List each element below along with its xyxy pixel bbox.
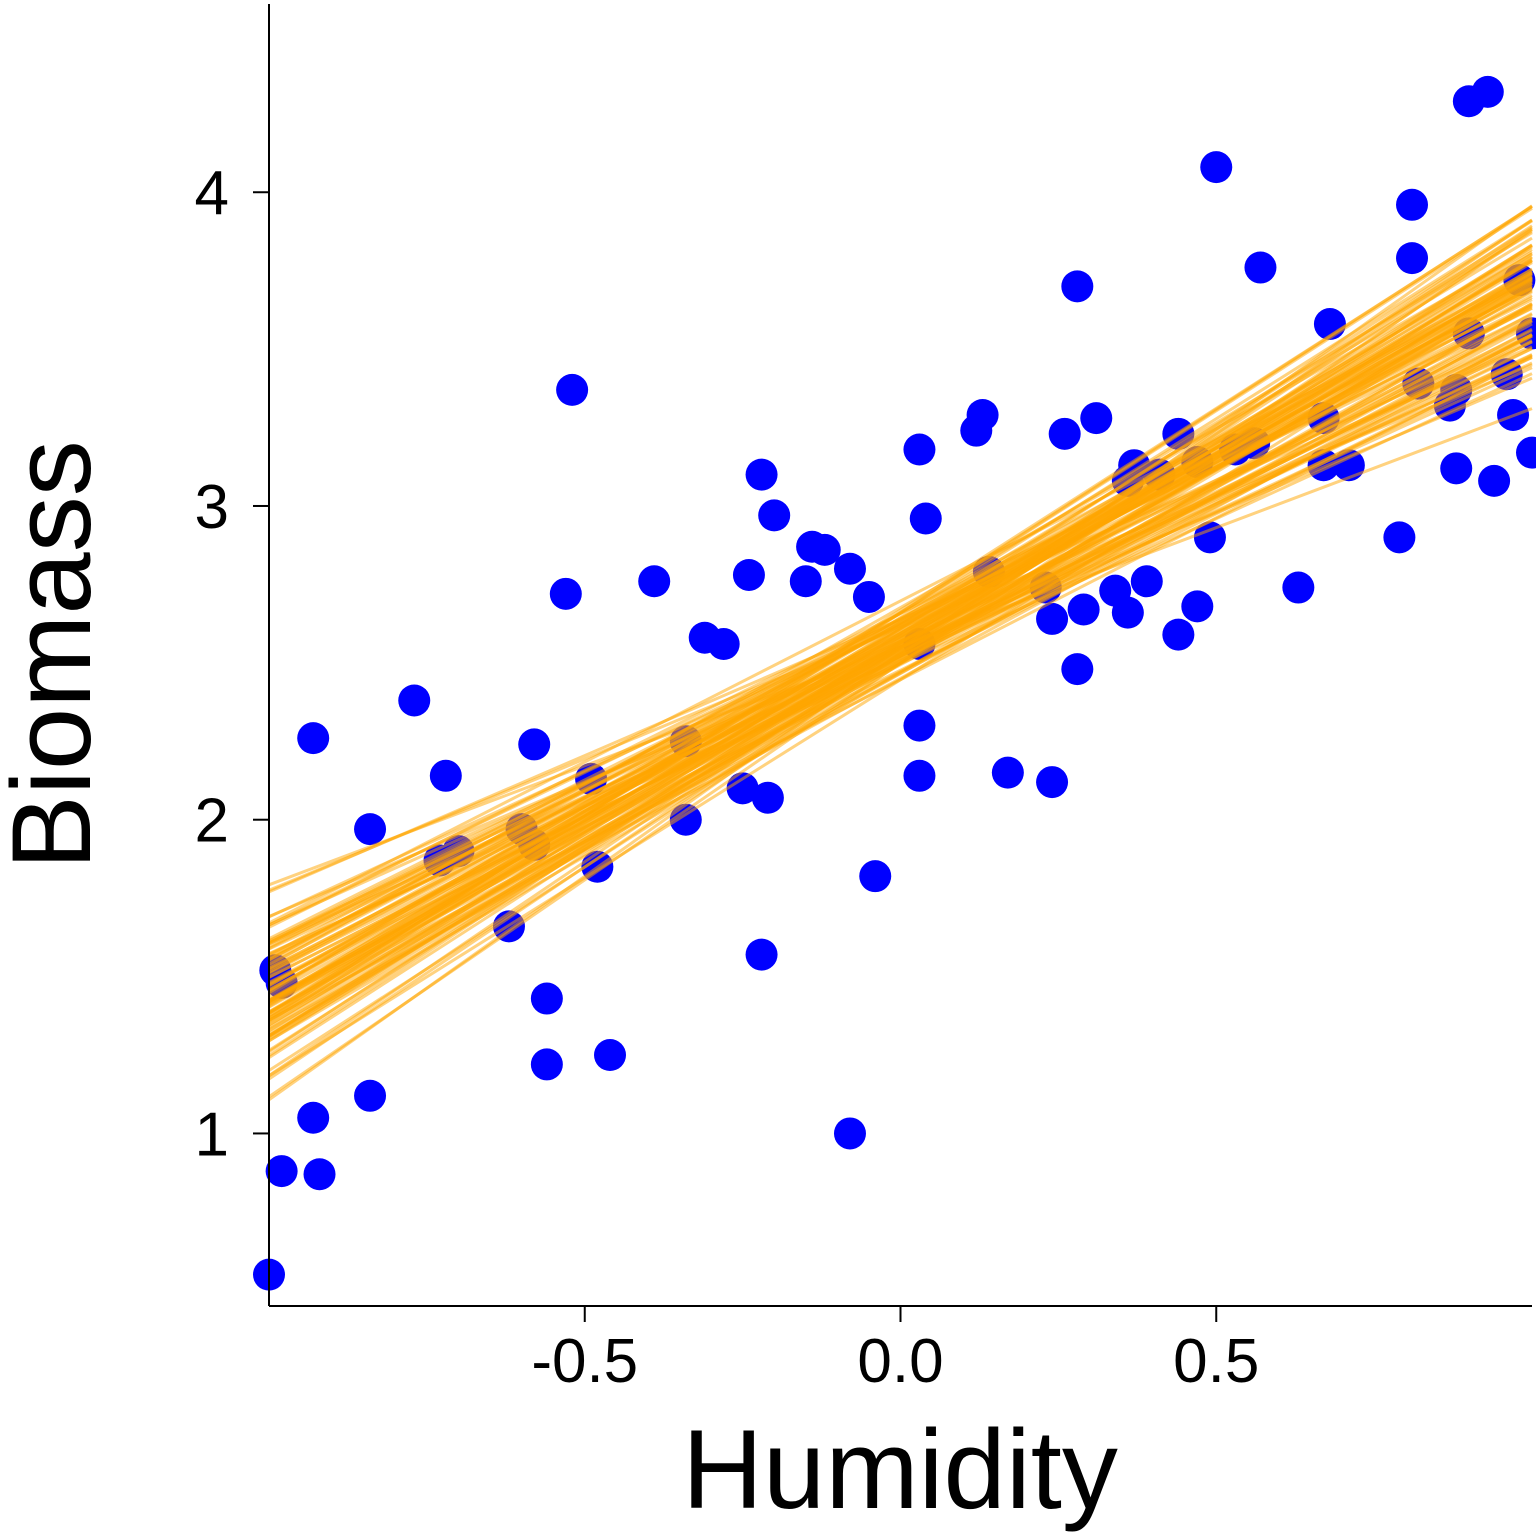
data-point	[1162, 618, 1195, 651]
data-point	[707, 628, 740, 661]
data-point	[1478, 464, 1511, 497]
data-point	[833, 552, 866, 585]
x-tick-label: -0.5	[531, 1327, 638, 1396]
data-point	[903, 433, 936, 466]
data-point	[966, 398, 999, 431]
regression-line	[268, 231, 1533, 994]
data-point	[1080, 402, 1113, 435]
data-point	[265, 1155, 298, 1188]
data-point	[1036, 602, 1069, 635]
data-point	[1061, 653, 1094, 686]
data-point	[833, 1117, 866, 1150]
data-point	[1383, 521, 1416, 554]
data-point	[789, 565, 822, 598]
data-point	[1440, 452, 1473, 485]
regression-line	[268, 320, 1533, 984]
data-point	[732, 558, 765, 591]
data-point	[1396, 242, 1429, 275]
data-point	[726, 772, 759, 805]
data-point	[594, 1039, 627, 1072]
y-tick-label: 4	[195, 159, 229, 228]
y-tick-label: 3	[195, 473, 229, 542]
data-point	[549, 577, 582, 610]
data-point	[1061, 270, 1094, 303]
data-point	[1282, 571, 1315, 604]
data-point	[297, 1101, 330, 1134]
data-point	[1130, 565, 1163, 598]
regression-line	[268, 259, 1533, 1027]
data-point	[758, 499, 791, 532]
regression-line	[268, 244, 1533, 1023]
data-point	[1200, 151, 1233, 184]
x-axis-title: Humidity	[682, 1407, 1118, 1532]
data-point	[398, 684, 431, 717]
data-point	[909, 502, 942, 535]
data-point	[991, 756, 1024, 789]
data-point	[1067, 593, 1100, 626]
regression-line	[268, 286, 1533, 950]
data-point	[1516, 436, 1536, 469]
data-point	[556, 373, 589, 406]
data-point	[1111, 596, 1144, 629]
data-point	[1036, 766, 1069, 799]
x-tick-label: 0.0	[857, 1327, 943, 1396]
data-point	[1193, 521, 1226, 554]
data-point	[852, 580, 885, 613]
regression-lines	[268, 204, 1533, 1102]
data-point	[1396, 188, 1429, 221]
data-point	[530, 982, 563, 1015]
data-point	[429, 759, 462, 792]
regression-line	[268, 228, 1533, 1099]
data-point	[903, 759, 936, 792]
data-point	[1244, 251, 1277, 284]
y-axis-ticks: 1 2 3 4	[195, 159, 269, 1169]
data-point	[518, 728, 551, 761]
regression-line	[268, 316, 1533, 1031]
data-point	[745, 458, 778, 491]
regression-line	[268, 302, 1533, 941]
data-point	[354, 813, 387, 846]
data-point	[859, 860, 892, 893]
data-point	[297, 722, 330, 755]
data-point	[1471, 75, 1504, 108]
data-point	[1181, 590, 1214, 623]
data-point	[745, 938, 778, 971]
data-point	[1048, 417, 1081, 450]
x-tick-label: 0.5	[1173, 1327, 1259, 1396]
x-axis-ticks: -0.5 0.0 0.5	[531, 1306, 1259, 1396]
data-point	[303, 1158, 336, 1191]
data-point	[530, 1048, 563, 1081]
data-point	[808, 533, 841, 566]
regression-line	[268, 347, 1533, 948]
y-tick-label: 2	[195, 787, 229, 856]
data-point	[751, 781, 784, 814]
data-point	[638, 565, 671, 598]
y-axis-title: Biomass	[0, 440, 114, 869]
data-point	[354, 1079, 387, 1112]
data-point	[903, 709, 936, 742]
y-tick-label: 1	[195, 1100, 229, 1169]
regression-line	[268, 259, 1533, 1014]
